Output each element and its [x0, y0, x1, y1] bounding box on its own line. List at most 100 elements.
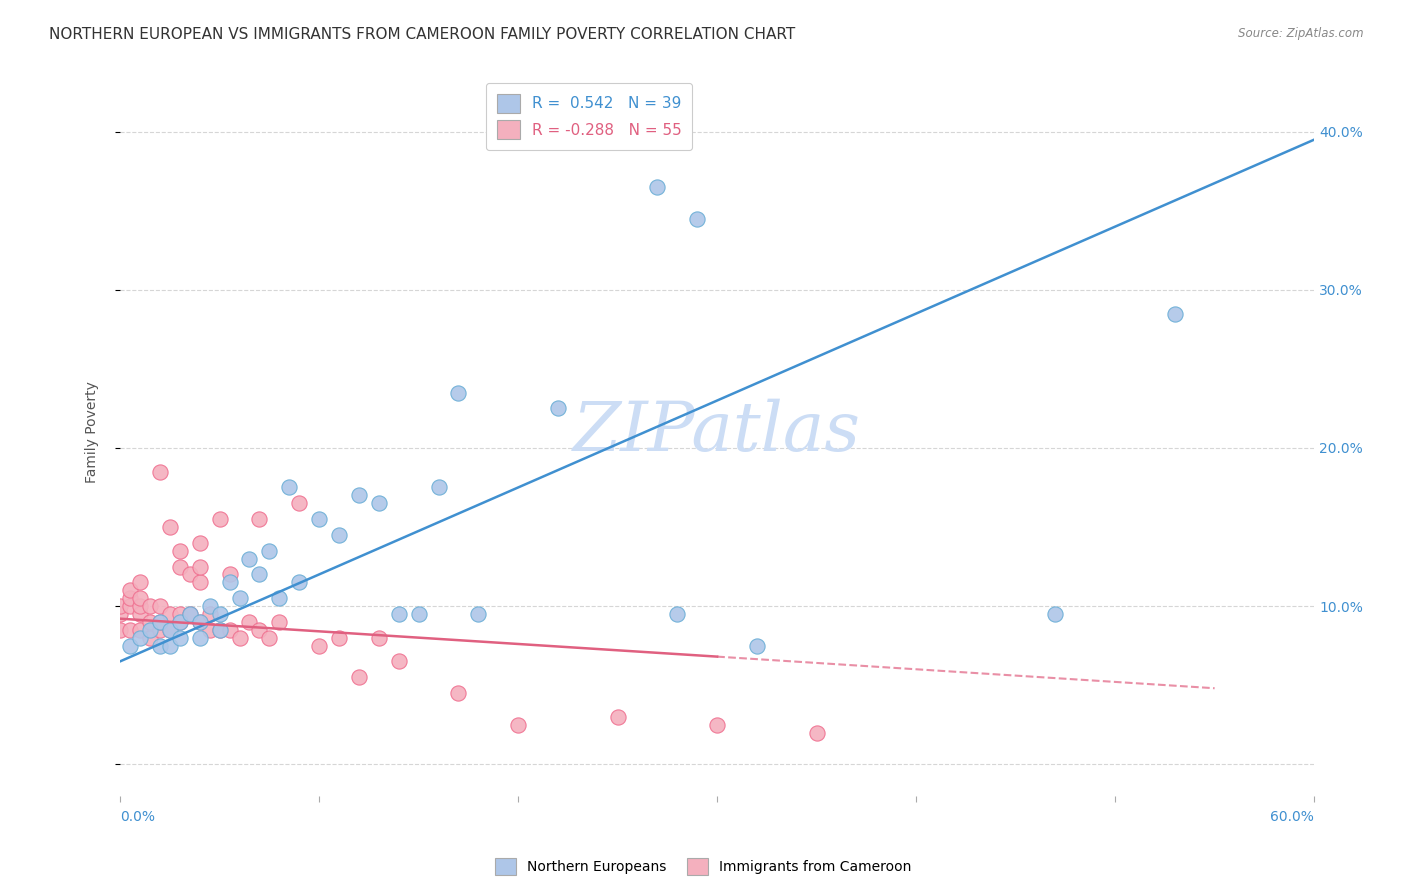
Point [159, 607, 181, 621]
Point [139, 599, 162, 613]
Text: 0.0%: 0.0% [120, 810, 155, 824]
Point [547, 401, 569, 416]
Point [269, 615, 291, 629]
Point [606, 709, 628, 723]
Point [427, 480, 450, 494]
Point [666, 607, 689, 621]
Point [706, 717, 728, 731]
Point [269, 591, 291, 606]
Y-axis label: Family Poverty: Family Poverty [86, 381, 100, 483]
Point [179, 607, 201, 621]
Point [108, 607, 131, 621]
Point [108, 599, 131, 613]
Point [238, 551, 260, 566]
Point [308, 512, 330, 526]
Point [447, 686, 470, 700]
Point [120, 639, 142, 653]
Point [208, 607, 231, 621]
Point [198, 623, 221, 637]
Point [159, 639, 181, 653]
Point [129, 623, 152, 637]
Point [188, 615, 211, 629]
Point [169, 543, 191, 558]
Point [159, 623, 181, 637]
Point [367, 631, 389, 645]
Point [188, 615, 211, 629]
Point [139, 631, 162, 645]
Point [388, 607, 411, 621]
Point [208, 623, 231, 637]
Point [447, 385, 470, 400]
Point [228, 591, 250, 606]
Point [149, 465, 172, 479]
Point [129, 607, 152, 621]
Point [120, 623, 142, 637]
Legend: R =  0.542   N = 39, R = -0.288   N = 55: R = 0.542 N = 39, R = -0.288 N = 55 [486, 84, 692, 150]
Point [218, 623, 240, 637]
Point [149, 623, 172, 637]
Point [249, 623, 271, 637]
Point [288, 575, 311, 590]
Point [169, 631, 191, 645]
Point [149, 639, 172, 653]
Point [169, 615, 191, 629]
Point [198, 607, 221, 621]
Point [120, 599, 142, 613]
Point [169, 559, 191, 574]
Text: ZIPatlas: ZIPatlas [574, 399, 860, 466]
Text: Source: ZipAtlas.com: Source: ZipAtlas.com [1239, 27, 1364, 40]
Point [228, 631, 250, 645]
Legend: Northern Europeans, Immigrants from Cameroon: Northern Europeans, Immigrants from Came… [489, 853, 917, 880]
Point [259, 631, 281, 645]
Point [188, 559, 211, 574]
Point [347, 670, 370, 684]
Point [139, 615, 162, 629]
Point [249, 567, 271, 582]
Point [218, 575, 240, 590]
Point [218, 567, 240, 582]
Point [188, 631, 211, 645]
Point [208, 512, 231, 526]
Point [129, 631, 152, 645]
Point [188, 536, 211, 550]
Point [328, 528, 350, 542]
Point [159, 623, 181, 637]
Point [367, 496, 389, 510]
Point [347, 488, 370, 502]
Point [149, 615, 172, 629]
Point [388, 654, 411, 668]
Point [139, 623, 162, 637]
Point [198, 599, 221, 613]
Point [179, 607, 201, 621]
Point [278, 480, 301, 494]
Point [149, 615, 172, 629]
Point [508, 717, 530, 731]
Point [647, 180, 669, 194]
Point [328, 631, 350, 645]
Point [1164, 307, 1187, 321]
Point [159, 520, 181, 534]
Point [108, 623, 131, 637]
Point [249, 512, 271, 526]
Point [467, 607, 489, 621]
Point [149, 599, 172, 613]
Point [745, 639, 768, 653]
Point [129, 575, 152, 590]
Point [408, 607, 430, 621]
Point [129, 599, 152, 613]
Point [259, 543, 281, 558]
Text: NORTHERN EUROPEAN VS IMMIGRANTS FROM CAMEROON FAMILY POVERTY CORRELATION CHART: NORTHERN EUROPEAN VS IMMIGRANTS FROM CAM… [49, 27, 796, 42]
Point [169, 615, 191, 629]
Point [120, 583, 142, 598]
Point [806, 725, 828, 739]
Point [120, 591, 142, 606]
Point [288, 496, 311, 510]
Point [129, 591, 152, 606]
Point [1045, 607, 1067, 621]
Point [686, 211, 709, 226]
Point [179, 567, 201, 582]
Point [188, 575, 211, 590]
Text: 60.0%: 60.0% [1270, 810, 1315, 824]
Point [238, 615, 260, 629]
Point [169, 607, 191, 621]
